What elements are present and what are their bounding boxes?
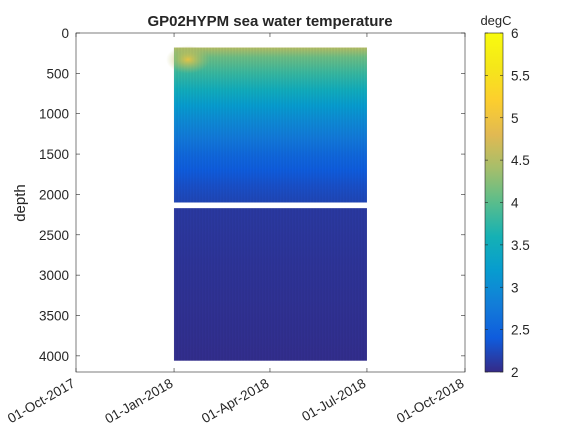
warm-surface-patch [166,45,211,74]
colorbar-tick-label: 3.5 [511,238,530,253]
colorbar-label: degC [480,13,511,28]
plot-box [75,32,466,373]
colorbar-tick-label: 4 [511,196,519,211]
y-tick-label: 2500 [39,228,69,243]
y-tick-label: 2000 [39,187,69,202]
x-tick-label: 01-Jul-2018 [299,376,368,425]
colorbar-tick-label: 2 [511,365,519,380]
chart-title: GP02HYPM sea water temperature [147,13,392,30]
y-tick-label: 0 [61,26,69,41]
y-tick-label: 3000 [39,268,69,283]
y-tick-label: 1000 [39,107,69,122]
data-gap [173,202,368,209]
y-tick-label: 3500 [39,309,69,324]
y-axis-label: depth [12,184,29,222]
colorbar-tick-label: 2.5 [511,323,530,338]
data-layer [166,45,368,361]
colorbar-tick-label: 3 [511,280,519,295]
y-tick-label: 500 [46,66,69,81]
x-tick-label: 01-Jan-2018 [102,376,175,427]
y-tick-label: 1500 [39,147,69,162]
x-tick-label: 01-Oct-2018 [394,376,466,427]
y-tick-label: 4000 [39,349,69,364]
x-tick-label: 01-Oct-2017 [5,376,77,427]
colorbar: 2 2.5 3 3.5 4 4.5 5 5.5 6 [484,26,530,380]
colorbar-tick-label: 6 [511,26,519,41]
colorbar-tick-label: 4.5 [511,153,530,168]
colorbar-tick-label: 5 [511,111,519,126]
colorbar-tick-label: 5.5 [511,68,530,83]
y-axis: 0 500 1000 1500 2000 2500 3000 3500 4000 [39,26,465,364]
x-tick-label: 01-Apr-2018 [199,376,272,427]
